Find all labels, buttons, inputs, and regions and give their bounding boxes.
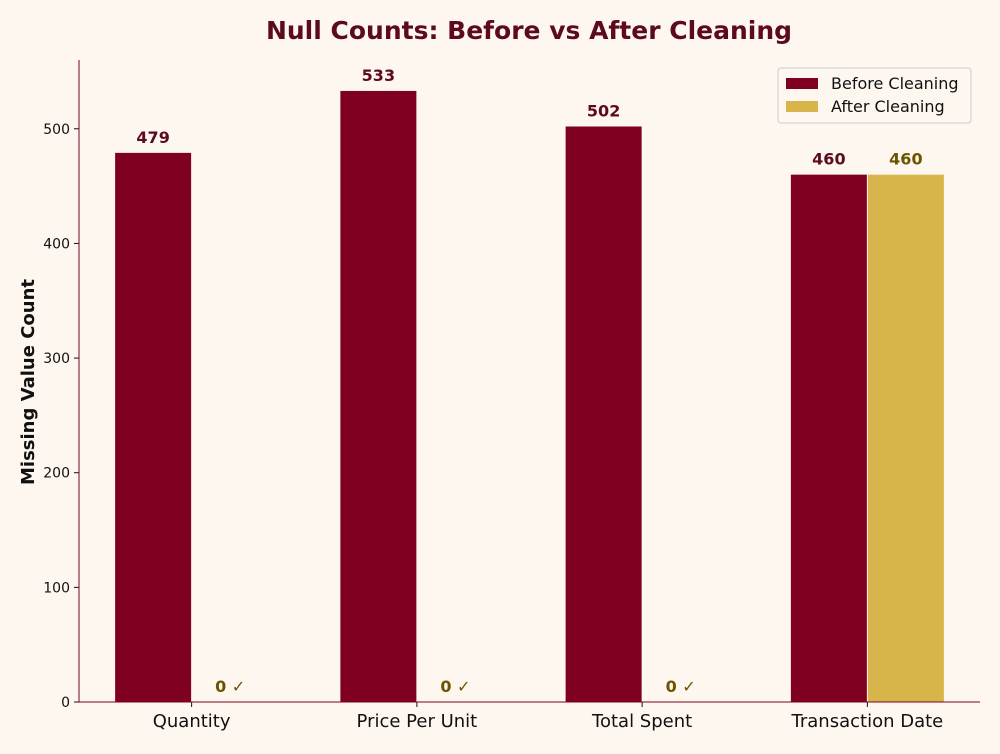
legend-label-after: After Cleaning — [831, 97, 945, 116]
data-label-after: 0 ✓ — [215, 677, 245, 696]
y-tick-label: 0 — [61, 695, 70, 711]
data-label-after: 0 ✓ — [440, 677, 470, 696]
data-label-after: 0 ✓ — [666, 677, 696, 696]
y-tick-label: 400 — [43, 236, 70, 252]
data-label-before: 533 — [362, 66, 395, 85]
bar-before — [790, 174, 867, 703]
legend-swatch-after — [786, 101, 818, 112]
x-tick-label: Transaction Date — [791, 711, 944, 732]
chart-title: Null Counts: Before vs After Cleaning — [266, 16, 792, 45]
plot-area: 479 0 ✓ Quantity 533 0 ✓ Price Per Unit 502 0 ✓… — [43, 60, 980, 732]
legend-label-before: Before Cleaning — [831, 74, 959, 93]
data-label-before: 460 — [812, 150, 845, 169]
x-tick-label: Price Per Unit — [357, 711, 478, 732]
y-tick-label: 200 — [43, 466, 70, 482]
data-label-before: 502 — [587, 101, 620, 120]
y-tick-label: 300 — [43, 351, 70, 367]
bar-before — [340, 90, 417, 703]
data-label-before: 479 — [136, 128, 169, 147]
x-tick-label: Total Spent — [591, 711, 692, 732]
legend: Before Cleaning After Cleaning — [777, 67, 972, 124]
legend-swatch-before — [786, 78, 818, 89]
legend-box — [777, 67, 972, 124]
bar-before — [565, 126, 642, 702]
x-tick-label: Quantity — [153, 711, 231, 732]
data-label-after: 460 — [889, 150, 922, 169]
y-axis-label: Missing Value Count — [18, 279, 39, 485]
bar-after — [867, 174, 944, 703]
y-tick-label: 500 — [43, 122, 70, 138]
bar-before — [115, 152, 192, 702]
y-tick-label: 100 — [43, 580, 70, 596]
